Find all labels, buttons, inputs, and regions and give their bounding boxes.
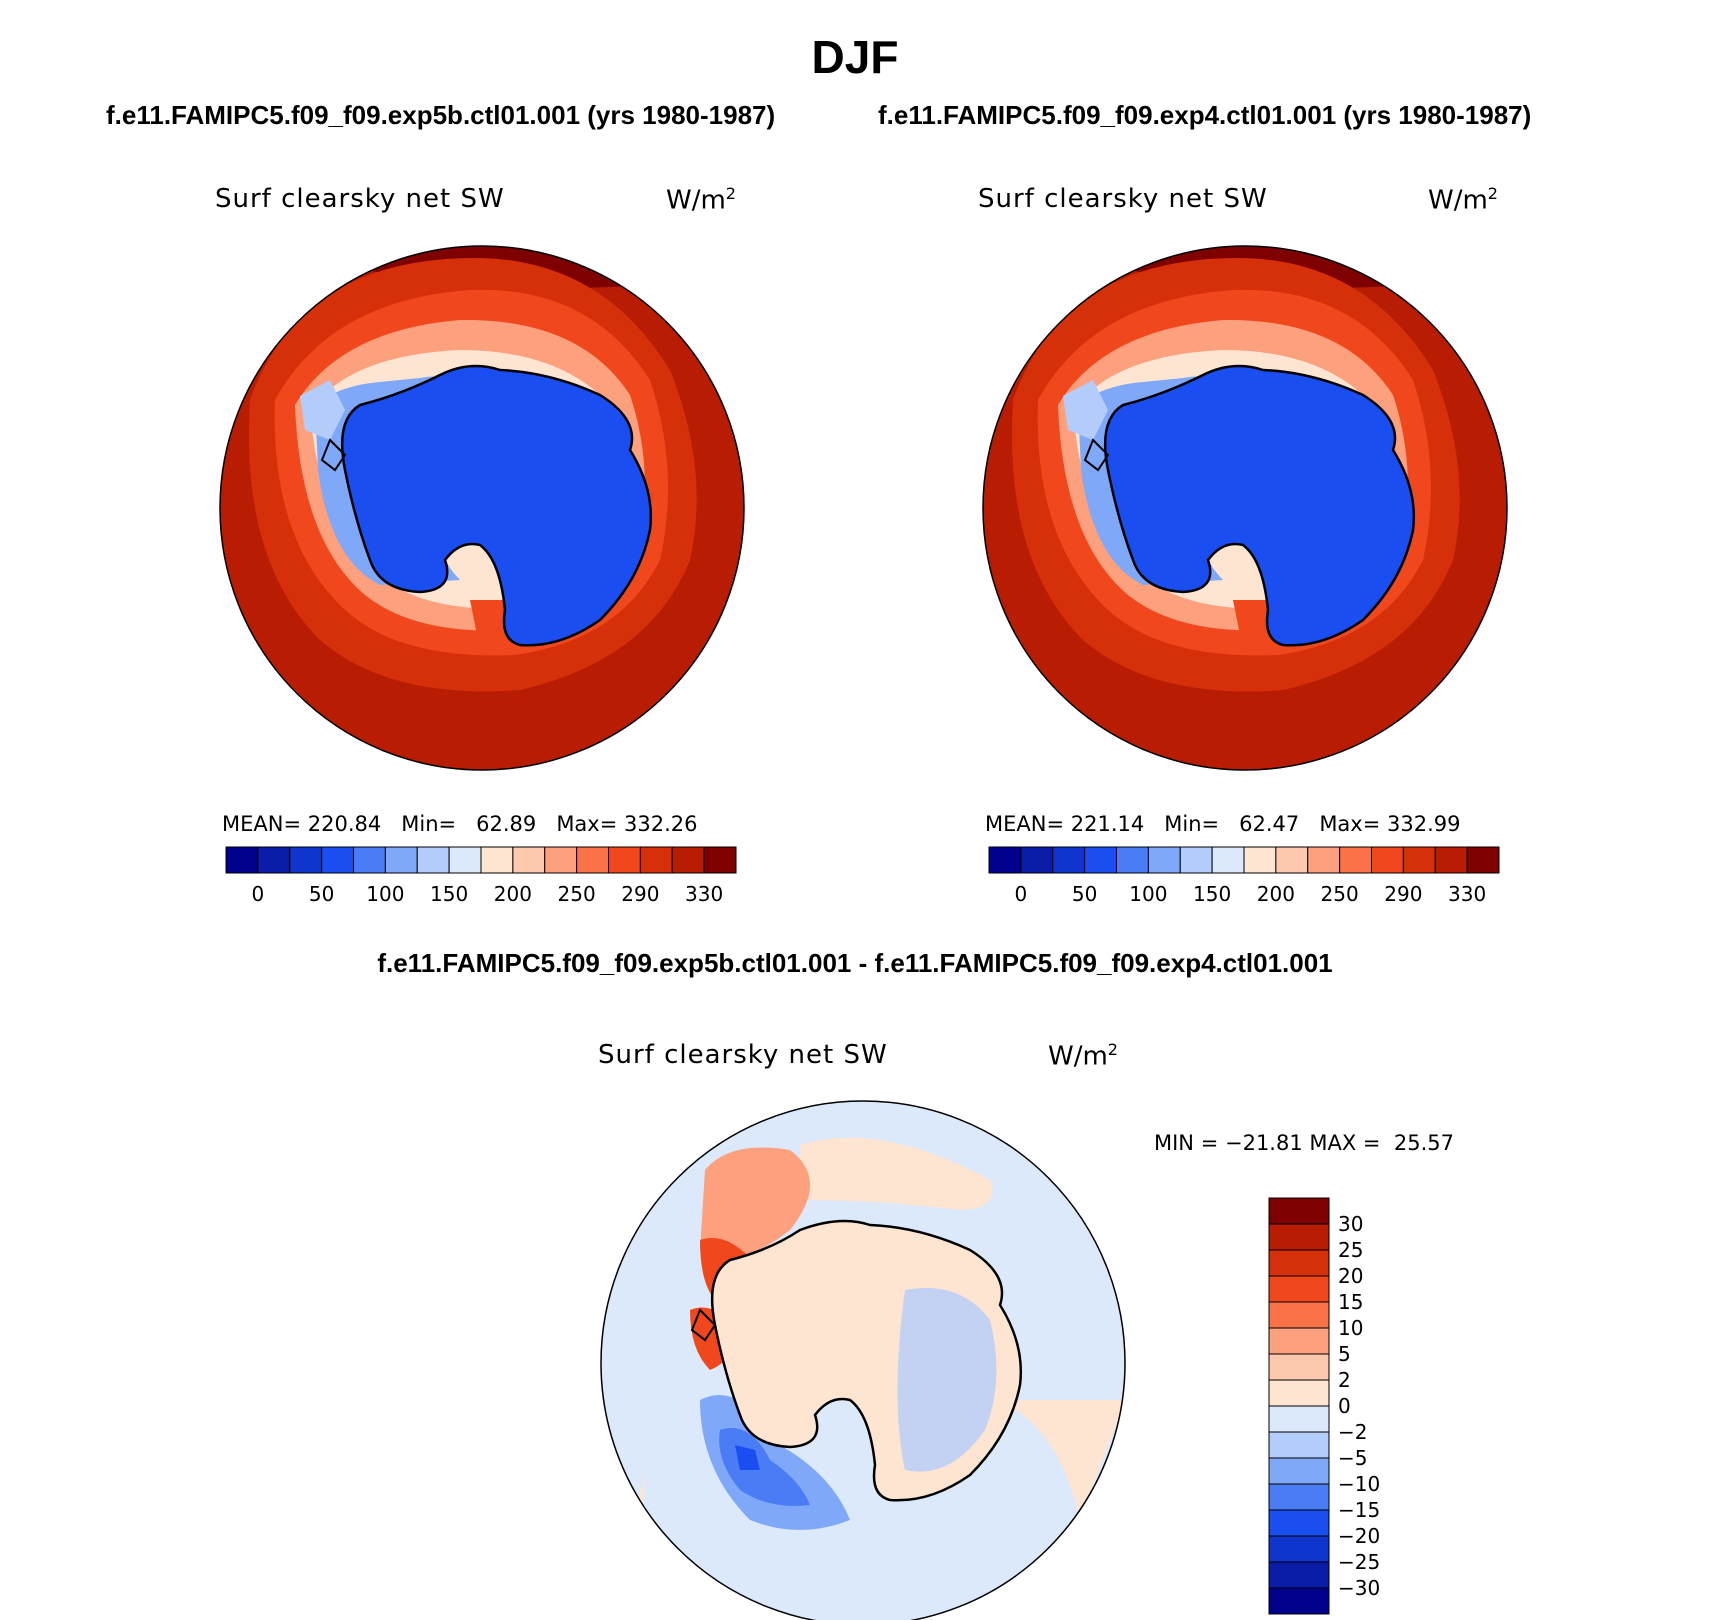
colorbar-tick-label: −5 xyxy=(1338,1446,1368,1470)
colorbar-tick-label: −25 xyxy=(1338,1550,1381,1574)
left-units-label: W/m2 xyxy=(666,184,736,216)
diff-colorbar-labels: 30 25 20 15 10 5 2 0 −2 −5 −10 −15 −20 −25 −30 xyxy=(1338,1198,1428,1614)
colorbar-tick-label: 0 xyxy=(1014,882,1028,906)
colorbar-tick-label: 2 xyxy=(1338,1368,1351,1392)
colorbar-swatch xyxy=(1466,846,1500,874)
colorbar-swatch xyxy=(1268,1301,1330,1329)
diff-minmax: MIN = −21.81 MAX = 25.57 xyxy=(1154,1131,1455,1155)
colorbar-tick-label: 10 xyxy=(1338,1316,1364,1340)
left-variable-label: Surf clearsky net SW xyxy=(215,184,505,214)
colorbar-swatch xyxy=(1268,1509,1330,1537)
right-case-title: f.e11.FAMIPC5.f09_f09.exp4.ctl01.001 (yr… xyxy=(878,100,1532,130)
colorbar-tick-label: 0 xyxy=(251,882,265,906)
colorbar-swatch xyxy=(1268,1327,1330,1355)
left-ross-sea-warm xyxy=(470,600,512,640)
colorbar-swatch xyxy=(703,846,737,874)
diff-warm-anomaly-north xyxy=(700,1147,810,1257)
right-stats: MEAN= 221.14 Min= 62.47 Max= 332.99 xyxy=(985,812,1461,836)
right-colorbar-labels: 0 50 100 150 200 250 290 330 xyxy=(989,882,1499,908)
colorbar-swatch xyxy=(544,846,578,874)
diff-title: f.e11.FAMIPC5.f09_f09.exp5b.ctl01.001 - … xyxy=(377,948,1333,978)
colorbar-swatch xyxy=(1268,1275,1330,1303)
colorbar-swatch xyxy=(1268,1483,1330,1511)
left-colorbar xyxy=(225,846,737,874)
colorbar-tick-label: 100 xyxy=(366,882,405,906)
colorbar-swatch xyxy=(1268,1587,1330,1615)
colorbar-swatch xyxy=(353,846,386,874)
colorbar-tick-label: 200 xyxy=(493,882,532,906)
colorbar-swatch xyxy=(1052,846,1086,874)
colorbar-swatch xyxy=(1307,846,1341,874)
colorbar-tick-label: 5 xyxy=(1338,1342,1351,1366)
colorbar-tick-label: 50 xyxy=(1071,882,1098,906)
colorbar-swatch xyxy=(1179,846,1213,874)
colorbar-tick-label: 30 xyxy=(1338,1212,1364,1236)
colorbar-tick-label: 290 xyxy=(621,882,660,906)
colorbar-swatch xyxy=(416,846,450,874)
colorbar-tick-label: −10 xyxy=(1338,1472,1381,1496)
colorbar-swatch xyxy=(1268,1405,1330,1433)
colorbar-tick-label: 25 xyxy=(1338,1238,1364,1262)
left-case-title: f.e11.FAMIPC5.f09_f09.exp5b.ctl01.001 (y… xyxy=(106,100,776,130)
colorbar-swatch xyxy=(1268,1535,1330,1563)
colorbar-swatch xyxy=(1339,846,1372,874)
colorbar-swatch xyxy=(1268,1353,1330,1381)
colorbar-tick-label: 250 xyxy=(1320,882,1359,906)
colorbar-swatch xyxy=(608,846,641,874)
colorbar-swatch xyxy=(1371,846,1404,874)
right-ross-sea-warm xyxy=(1233,600,1275,640)
colorbar-tick-label: 150 xyxy=(1193,882,1232,906)
left-colorbar-labels: 0 50 100 150 200 250 290 330 xyxy=(226,882,736,908)
colorbar-tick-label: 250 xyxy=(557,882,596,906)
colorbar-tick-label: 100 xyxy=(1129,882,1168,906)
diff-variable-label: Surf clearsky net SW xyxy=(598,1040,888,1070)
diff-units-label: W/m2 xyxy=(1048,1040,1118,1072)
colorbar-swatch xyxy=(1084,846,1117,874)
colorbar-swatch xyxy=(1147,846,1181,874)
right-units-label: W/m2 xyxy=(1428,184,1498,216)
colorbar-swatch xyxy=(1434,846,1468,874)
colorbar-swatch xyxy=(1402,846,1436,874)
colorbar-swatch xyxy=(1275,846,1309,874)
colorbar-tick-label: −20 xyxy=(1338,1524,1381,1548)
colorbar-swatch xyxy=(1116,846,1149,874)
colorbar-swatch xyxy=(225,846,259,874)
right-antarctica xyxy=(1103,364,1416,647)
colorbar-tick-label: −2 xyxy=(1338,1420,1368,1444)
colorbar-swatch xyxy=(988,846,1022,874)
colorbar-tick-label: −30 xyxy=(1338,1576,1381,1600)
colorbar-tick-label: 20 xyxy=(1338,1264,1364,1288)
left-antarctica xyxy=(340,364,653,647)
diff-colorbar xyxy=(1268,1197,1330,1615)
colorbar-tick-label: 330 xyxy=(1448,882,1487,906)
colorbar-swatch xyxy=(448,846,482,874)
colorbar-swatch xyxy=(576,846,609,874)
right-colorbar xyxy=(988,846,1500,874)
colorbar-swatch xyxy=(1211,846,1245,874)
colorbar-swatch xyxy=(1268,1223,1330,1251)
colorbar-swatch xyxy=(1268,1197,1330,1225)
left-stats: MEAN= 220.84 Min= 62.89 Max= 332.26 xyxy=(222,812,698,836)
colorbar-swatch xyxy=(1268,1249,1330,1277)
colorbar-swatch xyxy=(1268,1457,1330,1485)
figure-title: DJF xyxy=(811,31,899,83)
colorbar-swatch xyxy=(1268,1561,1330,1589)
colorbar-swatch xyxy=(1268,1379,1330,1407)
colorbar-tick-label: 290 xyxy=(1384,882,1423,906)
colorbar-swatch xyxy=(384,846,418,874)
colorbar-tick-label: 15 xyxy=(1338,1290,1364,1314)
colorbar-tick-label: 0 xyxy=(1338,1394,1351,1418)
colorbar-tick-label: 200 xyxy=(1256,882,1295,906)
colorbar-swatch xyxy=(289,846,323,874)
colorbar-tick-label: 50 xyxy=(308,882,335,906)
colorbar-swatch xyxy=(671,846,705,874)
colorbar-tick-label: −15 xyxy=(1338,1498,1381,1522)
colorbar-tick-label: 150 xyxy=(430,882,469,906)
right-variable-label: Surf clearsky net SW xyxy=(978,184,1268,214)
colorbar-swatch xyxy=(1268,1431,1330,1459)
colorbar-tick-label: 330 xyxy=(685,882,724,906)
